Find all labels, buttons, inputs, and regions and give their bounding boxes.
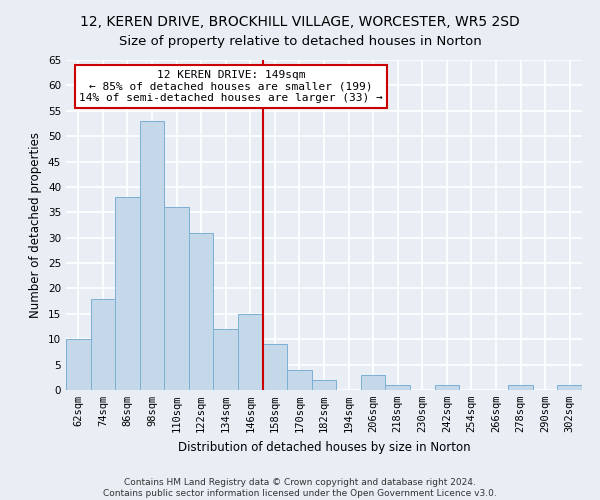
Bar (263, 344, 287, 390)
Bar (557, 385, 582, 390)
Bar (164, 207, 189, 390)
Bar (115, 197, 140, 390)
Text: Size of property relative to detached houses in Norton: Size of property relative to detached ho… (119, 35, 481, 48)
Bar (140, 121, 164, 390)
Bar (312, 380, 336, 390)
Bar (361, 375, 385, 390)
Bar (189, 232, 214, 390)
Y-axis label: Number of detached properties: Number of detached properties (29, 132, 43, 318)
Bar (434, 385, 459, 390)
Bar (287, 370, 312, 390)
Bar (66, 339, 91, 390)
X-axis label: Distribution of detached houses by size in Norton: Distribution of detached houses by size … (178, 440, 470, 454)
Text: 12 KEREN DRIVE: 149sqm
← 85% of detached houses are smaller (199)
14% of semi-de: 12 KEREN DRIVE: 149sqm ← 85% of detached… (79, 70, 383, 103)
Bar (214, 329, 238, 390)
Text: Contains HM Land Registry data © Crown copyright and database right 2024.
Contai: Contains HM Land Registry data © Crown c… (103, 478, 497, 498)
Bar (91, 298, 115, 390)
Bar (508, 385, 533, 390)
Text: 12, KEREN DRIVE, BROCKHILL VILLAGE, WORCESTER, WR5 2SD: 12, KEREN DRIVE, BROCKHILL VILLAGE, WORC… (80, 15, 520, 29)
Bar (385, 385, 410, 390)
Bar (238, 314, 263, 390)
